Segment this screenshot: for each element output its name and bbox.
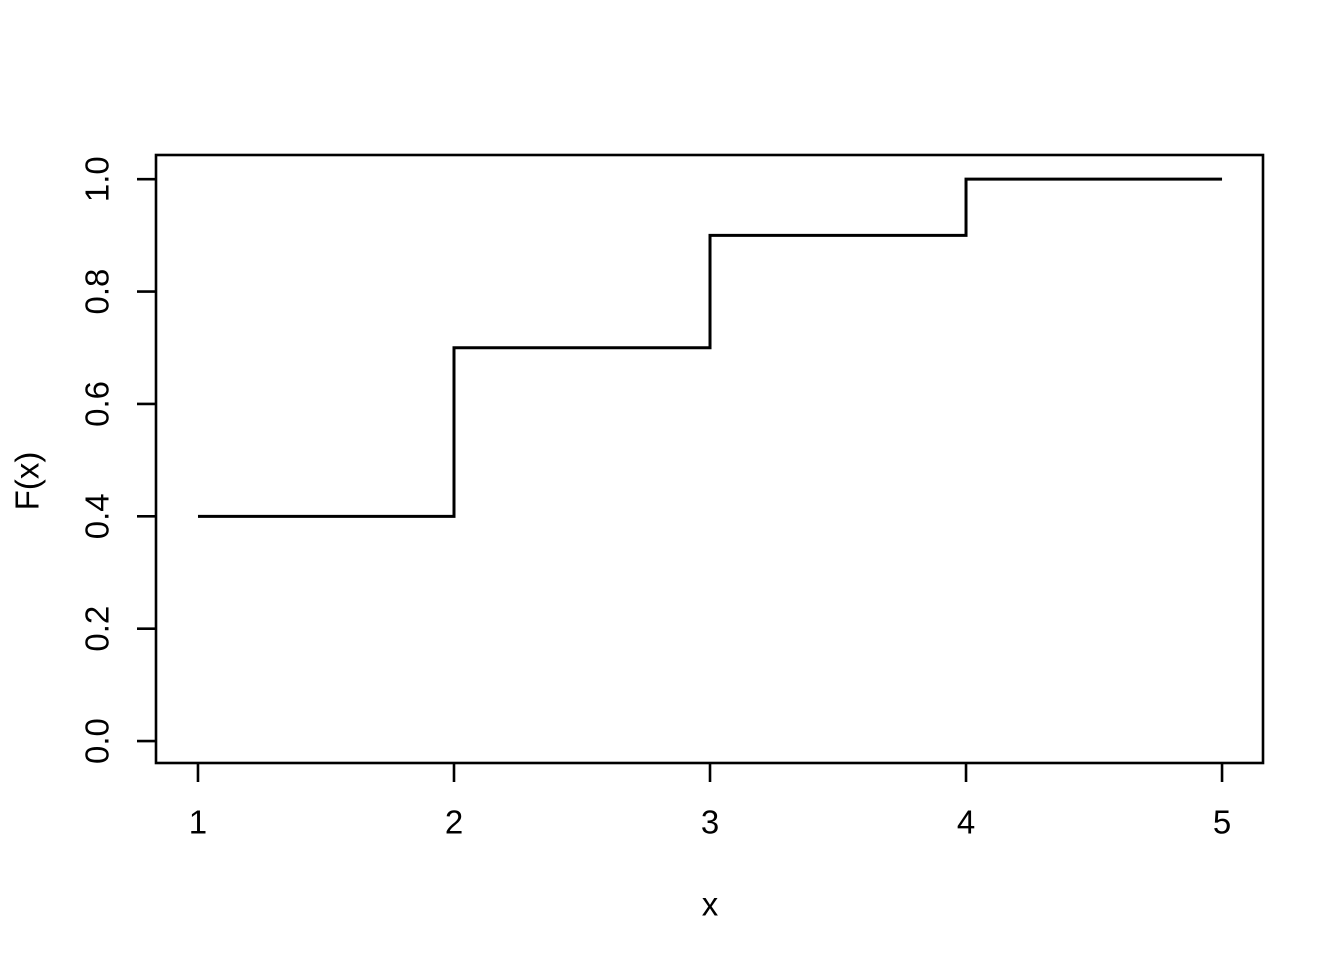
step-line xyxy=(197,177,1223,518)
y-tick-label: 0.6 xyxy=(79,381,116,427)
y-tick-label: 0.0 xyxy=(79,718,116,764)
y-tick-label: 1.0 xyxy=(79,156,116,202)
x-tick-label: 1 xyxy=(189,804,207,841)
y-tick-label: 0.4 xyxy=(79,493,116,539)
y-tick-label: 0.2 xyxy=(79,606,116,652)
y-axis-title: F(x) xyxy=(9,452,46,511)
x-tick-label: 4 xyxy=(957,804,975,841)
x-axis-title: x xyxy=(702,886,719,923)
x-tick-label: 3 xyxy=(701,804,719,841)
y-tick-label: 0.8 xyxy=(79,269,116,315)
x-tick-label: 2 xyxy=(445,804,463,841)
x-tick-label: 5 xyxy=(1213,804,1231,841)
